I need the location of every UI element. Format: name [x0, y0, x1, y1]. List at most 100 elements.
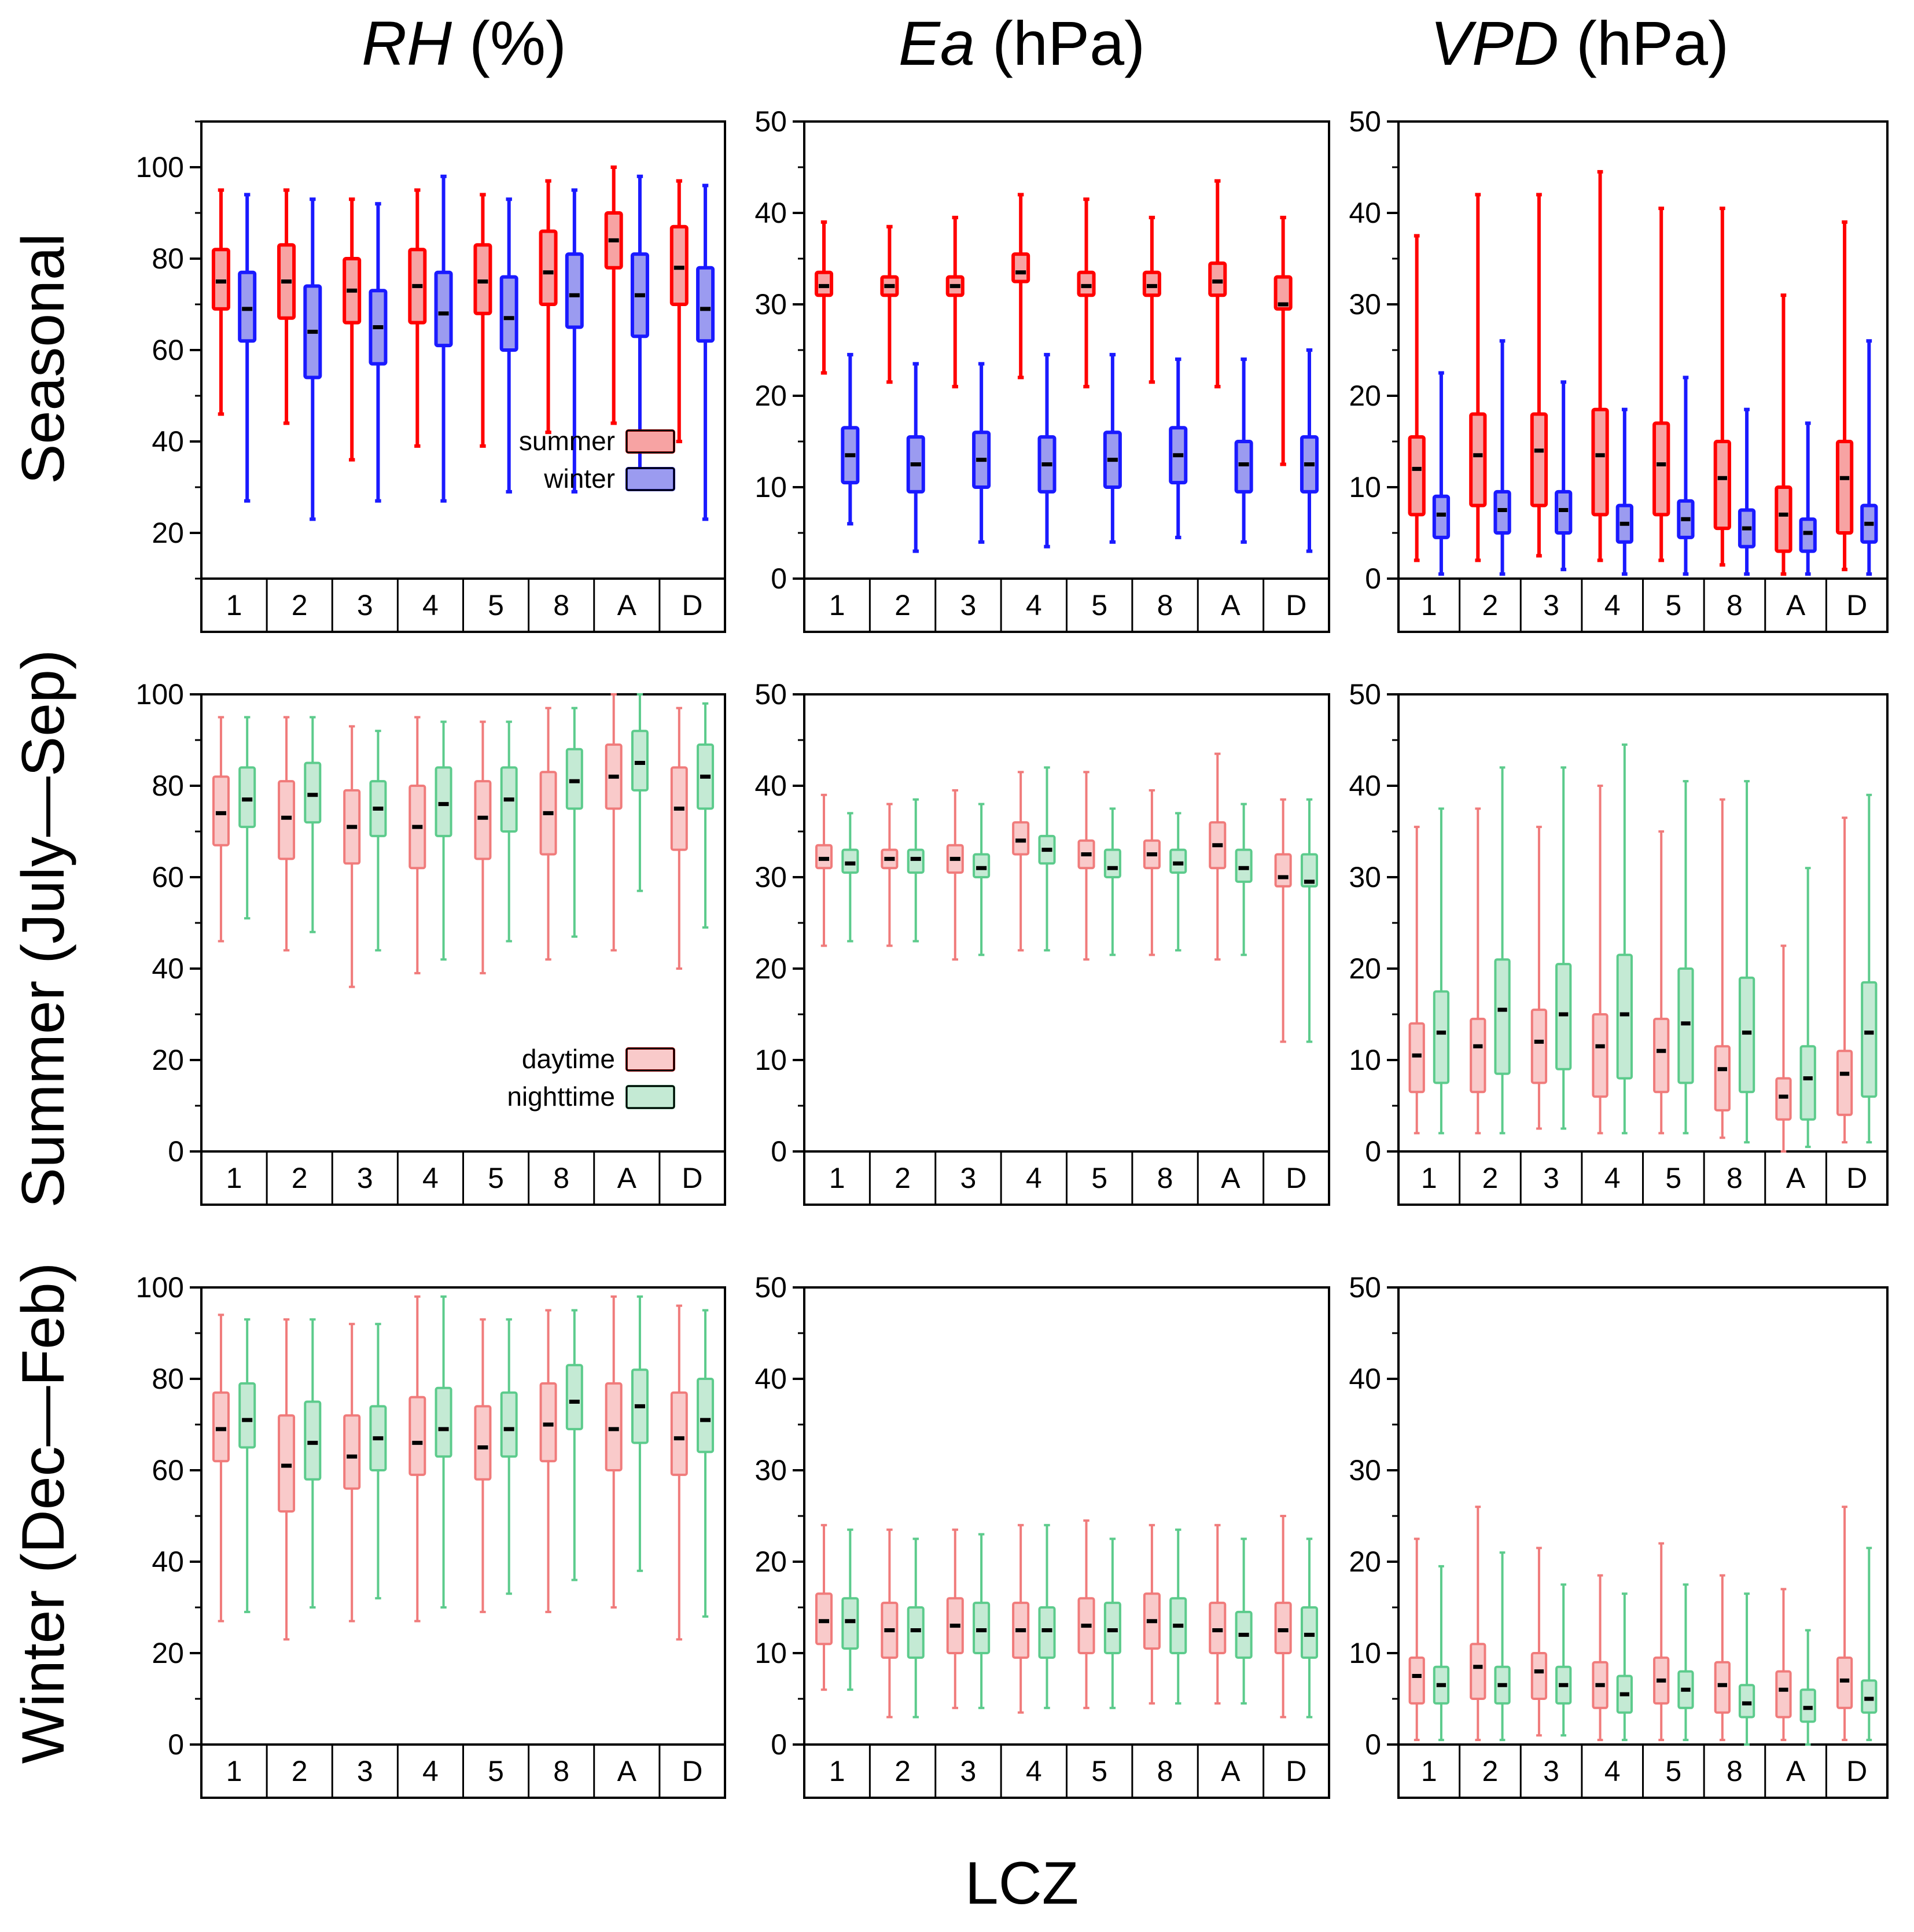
summer-box: [1273, 275, 1293, 311]
nighttime-box: [1169, 848, 1187, 874]
x-category-label: A: [1221, 589, 1241, 621]
daytime-box: [539, 1382, 557, 1463]
y-tick-label: 50: [1349, 105, 1381, 138]
legend-swatch-outline: [625, 1047, 675, 1072]
nighttime-box: [1861, 1679, 1878, 1714]
y-tick-label: 100: [136, 1271, 184, 1304]
column-title-ea: Ea (hPa): [899, 8, 1145, 78]
plot-frame: [1397, 120, 1889, 580]
winter-box: [1493, 490, 1511, 535]
plot-frame: [200, 120, 726, 580]
panel-winter-rh: 0 20 40 60 80 100 1 2 3 4 5 8 A D: [136, 1271, 726, 1799]
daytime-box: [1592, 1013, 1609, 1098]
y-tick-label: 60: [152, 334, 184, 366]
y-tick-label: 20: [754, 1545, 787, 1578]
daytime-box: [1012, 821, 1030, 856]
y-tick-label: 40: [152, 952, 184, 985]
x-category-label: 8: [1157, 589, 1173, 621]
row-title-winter: Winter (Dec—Feb): [10, 1263, 77, 1764]
nighttime-box: [1038, 1606, 1056, 1659]
y-tick-label: 30: [1349, 1454, 1381, 1486]
legend-swatch-outline: [625, 1085, 675, 1109]
y-tick-label: 60: [152, 861, 184, 893]
daytime-box: [1653, 1017, 1670, 1094]
x-category-label: D: [1286, 1162, 1306, 1194]
x-category-label: D: [682, 1162, 702, 1194]
y-tick-label: 30: [754, 288, 787, 321]
nighttime-box: [304, 1400, 322, 1481]
nighttime-box: [1494, 958, 1511, 1075]
legend-swatch-outline: [625, 467, 675, 491]
y-tick-label: 30: [754, 1454, 787, 1486]
panel-seasonal-vpd: 0 10 20 30 40 50 1 2 3 4 5 8 A D: [1349, 105, 1889, 633]
nighttime-box: [1433, 990, 1450, 1084]
x-category-label: 5: [1665, 1162, 1681, 1194]
x-category-label: 1: [226, 589, 242, 621]
column-title-vpd: VPD (hPa): [1430, 8, 1729, 78]
x-category-label: 2: [292, 589, 308, 621]
nighttime-box: [500, 1391, 518, 1458]
x-category-label: D: [1286, 589, 1306, 621]
y-tick-label: 40: [1349, 770, 1381, 802]
summer-box: [1011, 252, 1030, 284]
nighttime-box: [1103, 1602, 1121, 1655]
row-title-summer: Summer (July—Sep): [10, 649, 77, 1208]
summer-box: [1469, 412, 1487, 507]
y-tick-label: 20: [152, 1637, 184, 1669]
daytime-box: [278, 780, 296, 860]
summer-box: [1530, 412, 1548, 507]
x-category-label: 8: [553, 589, 569, 621]
y-tick-label: 80: [152, 770, 184, 802]
x-category-label: 2: [1482, 1755, 1499, 1787]
plot-frame: [803, 693, 1330, 1153]
summer-box: [1591, 407, 1609, 517]
summer-box: [473, 243, 492, 315]
x-category-label: 1: [1421, 1755, 1437, 1787]
daytime-box: [670, 1391, 688, 1476]
summer-box: [1775, 485, 1792, 553]
legend-label-daytime: daytime: [522, 1044, 615, 1074]
y-tick-label: 10: [1349, 1637, 1381, 1669]
daytime-box: [1470, 1643, 1486, 1700]
y-tick-label: 50: [754, 105, 787, 138]
x-category-label: 4: [1604, 1755, 1621, 1787]
nighttime-box: [631, 730, 649, 792]
x-category-label: 1: [829, 1755, 845, 1787]
nighttime-box: [1677, 967, 1694, 1084]
daytime-box: [343, 1414, 361, 1490]
x-category-label: 4: [1026, 1162, 1042, 1194]
x-category-label: A: [1786, 1162, 1806, 1194]
nighttime-box: [565, 748, 583, 810]
x-category-label: 3: [357, 1755, 373, 1787]
x-category-label: 8: [1157, 1162, 1173, 1194]
x-category-label: 8: [1727, 589, 1743, 621]
y-tick-label: 0: [168, 1728, 184, 1761]
x-category-label: D: [682, 589, 702, 621]
y-tick-label: 30: [1349, 288, 1381, 321]
nighttime-box: [1103, 848, 1121, 878]
x-axis-title: LCZ: [965, 1850, 1079, 1917]
legend-label-nighttime: nighttime: [507, 1081, 615, 1112]
y-tick-label: 0: [1365, 562, 1381, 595]
x-category-label: 3: [960, 589, 977, 621]
summer-box: [1408, 435, 1426, 517]
panel-winter-ea: 0 10 20 30 40 50 1 2 3 4 5 8 A D: [754, 1271, 1330, 1799]
panel-winter-vpd: 0 10 20 30 40 50 1 2 3 4 5 8 A D: [1349, 1271, 1889, 1799]
daytime-box: [408, 1396, 426, 1476]
x-category-label: 5: [488, 1162, 504, 1194]
y-tick-label: 40: [754, 770, 787, 802]
daytime-box: [815, 1592, 833, 1646]
nighttime-box: [435, 1386, 452, 1458]
x-category-label: 5: [1665, 1755, 1681, 1787]
summer-box: [1652, 421, 1670, 517]
daytime-box: [1274, 1602, 1292, 1655]
x-category-label: 3: [1543, 1162, 1559, 1194]
nighttime-box: [304, 761, 322, 824]
x-category-label: 4: [422, 1755, 439, 1787]
summer-box: [1142, 270, 1161, 297]
daytime-box: [1714, 1661, 1731, 1714]
y-tick-label: 20: [1349, 1545, 1381, 1578]
y-tick-label: 0: [1365, 1135, 1381, 1168]
